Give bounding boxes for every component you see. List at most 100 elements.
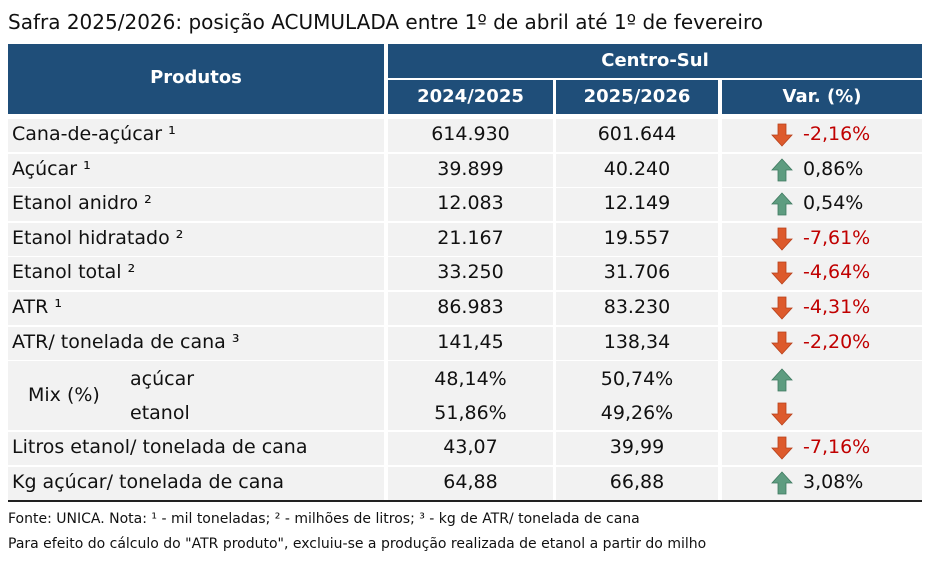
note: Para efeito do cálculo do "ATR produto",… <box>8 536 707 552</box>
cell-value: 51,86% <box>434 402 507 424</box>
row-bg <box>556 257 718 291</box>
mix-sub-label: açúcar <box>130 368 195 390</box>
arrow-down <box>771 227 793 251</box>
row-label: ATR/ tonelada de cana ³ <box>12 330 240 353</box>
row-label: Litros etanol/ tonelada de cana <box>12 436 308 458</box>
row-label: Etanol anidro ² <box>12 192 152 215</box>
row-bg <box>722 222 922 256</box>
row-bg <box>388 153 553 187</box>
cell-value: 138,34 <box>603 330 671 353</box>
row-bg <box>388 292 553 325</box>
row-bg <box>556 222 718 256</box>
cell-value: 40.240 <box>603 157 671 180</box>
row-bg <box>8 292 384 325</box>
row-label: Cana-de-açúcar ¹ <box>12 123 176 145</box>
row-bg <box>388 222 553 256</box>
cell-value: 48,14% <box>434 368 507 390</box>
header-cell <box>722 80 922 114</box>
row-label: Kg açúcar/ tonelada de cana <box>12 471 285 493</box>
cell-value: 83.230 <box>603 296 671 318</box>
cell-var: -2,20% <box>803 330 871 353</box>
row-bg <box>556 432 718 465</box>
row-bg <box>722 432 922 465</box>
cell-value: 86.983 <box>437 296 504 318</box>
arrow-up <box>771 157 793 181</box>
row-label: Etanol hidratado ² <box>12 226 184 249</box>
row-bg <box>388 188 553 222</box>
row-bg <box>388 119 553 152</box>
row-bg <box>8 222 384 256</box>
column-header: 2025/2026 <box>583 86 691 107</box>
note: Fonte: UNICA. Nota: ¹ - mil toneladas; ²… <box>8 511 640 527</box>
row-bg <box>388 326 553 360</box>
arrow-down <box>771 402 793 426</box>
arrow-up <box>771 368 793 392</box>
row-bg <box>8 432 384 465</box>
cell-value: 33.250 <box>437 261 504 284</box>
row-label: Açúcar ¹ <box>12 157 91 180</box>
cell-value: 601.644 <box>597 123 677 145</box>
cell-value: 43,07 <box>443 436 498 458</box>
row-bg <box>722 292 922 325</box>
header-cell <box>8 44 384 114</box>
row-label: ATR ¹ <box>12 296 62 318</box>
cell-value: 12.083 <box>437 192 504 215</box>
row-bg <box>388 432 553 465</box>
title: Safra 2025/2026: posição ACUMULADA entre… <box>8 10 763 34</box>
cell-value: 21.167 <box>437 226 504 249</box>
cell-var: -7,61% <box>803 226 871 249</box>
arrow-down <box>771 123 793 147</box>
row-bg <box>556 292 718 325</box>
header-products: Produtos <box>150 67 242 88</box>
row-bg <box>722 188 922 222</box>
cell-var: -2,16% <box>803 123 871 145</box>
cell-var: 0,54% <box>803 192 864 215</box>
cell-value: 50,74% <box>600 368 674 390</box>
row-bg <box>556 326 718 360</box>
row-bg <box>722 361 922 430</box>
column-header: 2024/2025 <box>417 86 524 107</box>
cell-var: -4,31% <box>803 296 871 318</box>
cell-value: 614.930 <box>431 123 510 145</box>
row-bg <box>8 361 384 430</box>
cell-value: 64,88 <box>443 471 498 493</box>
cell-value: 19.557 <box>603 226 671 249</box>
mix-sub-label: etanol <box>130 402 190 424</box>
header-cell <box>388 80 553 114</box>
row-bg <box>8 326 384 360</box>
row-bg <box>556 153 718 187</box>
row-bg <box>388 257 553 291</box>
row-bg <box>722 119 922 152</box>
arrow-down <box>771 296 793 320</box>
cell-value: 141,45 <box>437 330 504 353</box>
header-region: Centro-Sul <box>601 50 709 71</box>
cell-value: 66,88 <box>609 471 665 493</box>
cell-var: -4,64% <box>803 261 871 284</box>
row-bg <box>722 257 922 291</box>
row-bg <box>722 153 922 187</box>
cell-var: -7,16% <box>803 436 871 458</box>
cell-var: 0,86% <box>803 157 864 180</box>
row-bg <box>556 361 718 430</box>
arrow-down <box>771 436 793 460</box>
row-bg <box>8 153 384 187</box>
header-cell <box>388 44 922 78</box>
row-bg <box>556 119 718 152</box>
row-bg <box>8 467 384 500</box>
row-bg <box>388 361 553 430</box>
row-bg <box>8 257 384 291</box>
cell-value: 39.899 <box>437 157 504 180</box>
row-label: Etanol total ² <box>12 261 136 284</box>
row-bg <box>556 467 718 500</box>
cell-value: 31.706 <box>603 261 671 284</box>
row-bg <box>556 188 718 222</box>
row-bg <box>722 467 922 500</box>
arrow-down <box>771 261 793 285</box>
cell-value: 39,99 <box>609 436 665 458</box>
row-bg <box>8 188 384 222</box>
mix-label: Mix (%) <box>28 384 100 406</box>
cell-value: 49,26% <box>600 402 674 424</box>
header-cell <box>556 80 718 114</box>
arrow-up <box>771 471 793 495</box>
